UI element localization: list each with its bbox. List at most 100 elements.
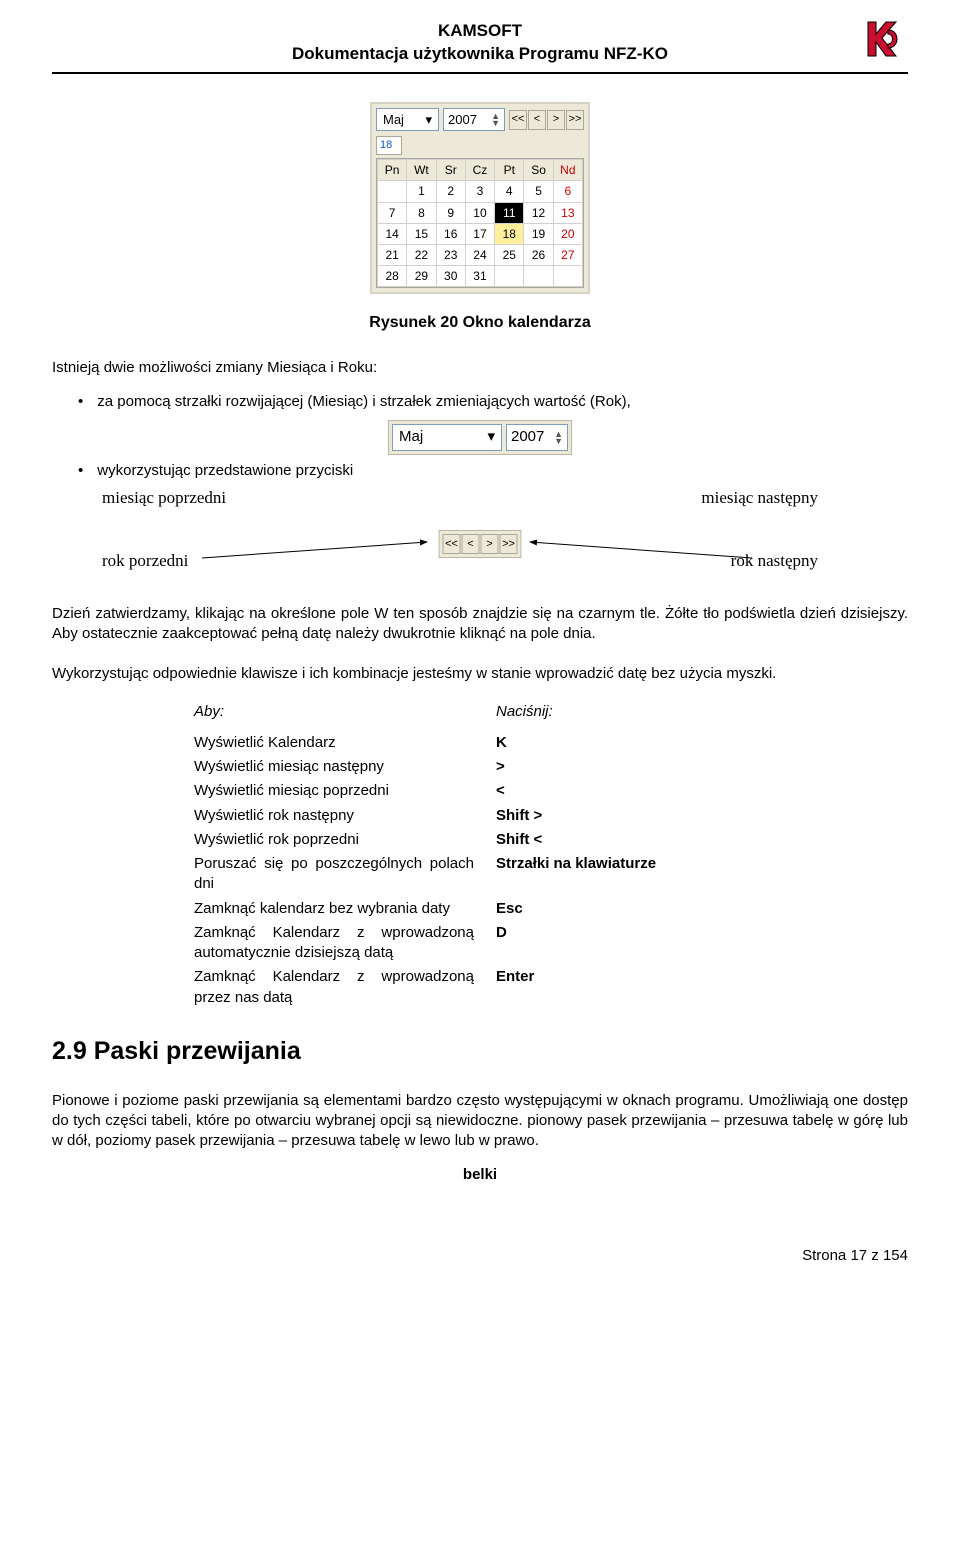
calendar-day-cell[interactable]: 23 — [436, 245, 465, 266]
kb-action: Zamknąć Kalendarz z wprowadzoną przez na… — [194, 966, 494, 1009]
bullet-1-text: za pomocą strzałki rozwijającej (Miesiąc… — [97, 392, 630, 412]
calendar-day-cell[interactable]: 24 — [465, 245, 494, 266]
kamsoft-logo-icon — [862, 16, 908, 62]
nav-buttons: << < > >> — [509, 110, 584, 130]
kb-key: D — [496, 922, 656, 965]
bullet-2: • wykorzystując przedstawione przyciski — [78, 461, 908, 481]
calendar-day-cell[interactable]: 9 — [436, 202, 465, 223]
calendar-top-row: Maj ▾ 2007 ▲▼ << < > >> — [376, 108, 584, 132]
bullet-1: • za pomocą strzałki rozwijającej (Miesi… — [78, 392, 908, 412]
inline-year-spinner[interactable]: 2007 ▲▼ — [506, 424, 568, 450]
calendar-day-cell[interactable]: 10 — [465, 202, 494, 223]
year-value: 2007 — [448, 111, 477, 129]
month-dropdown[interactable]: Maj ▾ — [376, 108, 439, 132]
calendar-day-cell[interactable]: 2 — [436, 181, 465, 202]
calendar-day-cell[interactable]: 16 — [436, 223, 465, 244]
calendar-day-cell — [378, 181, 407, 202]
month-value: Maj — [383, 111, 404, 129]
kb-header-aby: Aby: — [194, 701, 494, 730]
calendar-grid: PnWtSrCzPtSoNd 1234567891011121314151617… — [376, 158, 584, 288]
header-text: KAMSOFT Dokumentacja użytkownika Program… — [292, 20, 668, 66]
calendar-day-cell[interactable]: 31 — [465, 266, 494, 287]
calendar-day-cell[interactable]: 15 — [407, 223, 436, 244]
chevron-down-icon: ▾ — [487, 427, 495, 447]
calendar-day-cell[interactable]: 6 — [553, 181, 582, 202]
calendar-day-cell[interactable]: 12 — [524, 202, 553, 223]
calendar-day-cell[interactable]: 8 — [407, 202, 436, 223]
spinner-icon: ▲▼ — [554, 431, 563, 445]
calendar-day-cell[interactable]: 17 — [465, 223, 494, 244]
paragraph-1: Dzień zatwierdzamy, klikając na określon… — [52, 604, 908, 645]
bullet-dot-icon: • — [78, 461, 83, 481]
calendar-day-cell[interactable]: 5 — [524, 181, 553, 202]
calendar-day-cell[interactable]: 1 — [407, 181, 436, 202]
prev-year-button[interactable]: << — [509, 110, 527, 130]
weekday-header: Pn — [378, 160, 407, 181]
kb-action: Wyświetlić miesiąc następny — [194, 756, 494, 778]
day-indicator: 18 — [376, 136, 402, 155]
paragraph-2: Wykorzystując odpowiednie klawisze i ich… — [52, 664, 908, 684]
year-spinner[interactable]: 2007 ▲▼ — [443, 108, 505, 132]
diagram-prev-year-button[interactable]: << — [443, 534, 461, 554]
calendar-day-cell[interactable]: 18 — [495, 223, 524, 244]
kb-key: Enter — [496, 966, 656, 1009]
calendar-day-cell[interactable]: 11 — [495, 202, 524, 223]
next-month-button[interactable]: > — [547, 110, 565, 130]
weekday-header: Nd — [553, 160, 582, 181]
calendar-day-cell[interactable]: 19 — [524, 223, 553, 244]
header-line2: Dokumentacja użytkownika Programu NFZ-KO — [292, 43, 668, 66]
calendar-day-cell[interactable]: 26 — [524, 245, 553, 266]
section-title: 2.9 Paski przewijania — [52, 1035, 908, 1069]
calendar-day-cell[interactable]: 3 — [465, 181, 494, 202]
weekday-header: So — [524, 160, 553, 181]
kb-key: Esc — [496, 898, 656, 920]
calendar-day-cell — [495, 266, 524, 287]
kb-action: Wyświetlić miesiąc poprzedni — [194, 780, 494, 802]
calendar-day-cell[interactable]: 14 — [378, 223, 407, 244]
month-labels-row: miesiąc poprzedni miesiąc następny — [52, 487, 908, 510]
calendar-day-cell[interactable]: 30 — [436, 266, 465, 287]
calendar-widget: Maj ▾ 2007 ▲▼ << < > >> 18 PnWtSrCzPtSoN… — [370, 102, 590, 295]
bullet-dot-icon: • — [78, 392, 83, 412]
label-miesiac-poprzedni: miesiąc poprzedni — [102, 487, 226, 510]
calendar-day-cell[interactable]: 28 — [378, 266, 407, 287]
calendar-day-cell[interactable]: 21 — [378, 245, 407, 266]
keyboard-shortcuts-table: Aby: Naciśnij: Wyświetlić KalendarzKWyśw… — [192, 699, 658, 1011]
calendar-day-cell[interactable]: 29 — [407, 266, 436, 287]
weekday-header: Wt — [407, 160, 436, 181]
next-year-button[interactable]: >> — [566, 110, 584, 130]
prev-month-button[interactable]: < — [528, 110, 546, 130]
page-header: KAMSOFT Dokumentacja użytkownika Program… — [52, 20, 908, 74]
kb-key: Strzałki na klawiaturze — [496, 853, 656, 896]
kb-key: Shift < — [496, 829, 656, 851]
calendar-day-cell — [553, 266, 582, 287]
kb-action: Wyświetlić rok następny — [194, 805, 494, 827]
kb-action: Poruszać się po poszczególnych polach dn… — [194, 853, 494, 896]
calendar-day-cell[interactable]: 7 — [378, 202, 407, 223]
calendar-day-cell[interactable]: 20 — [553, 223, 582, 244]
calendar-day-cell[interactable]: 13 — [553, 202, 582, 223]
weekday-header: Pt — [495, 160, 524, 181]
diagram-prev-month-button[interactable]: < — [462, 534, 480, 554]
month-year-inline: Maj ▾ 2007 ▲▼ — [52, 420, 908, 454]
header-line1: KAMSOFT — [292, 20, 668, 43]
kb-key: > — [496, 756, 656, 778]
kb-key: Shift > — [496, 805, 656, 827]
calendar-day-cell[interactable]: 22 — [407, 245, 436, 266]
inline-month-value: Maj — [399, 427, 423, 447]
diagram-next-month-button[interactable]: > — [481, 534, 499, 554]
chevron-down-icon: ▾ — [425, 111, 432, 129]
diagram-next-year-button[interactable]: >> — [500, 534, 518, 554]
calendar-day-cell[interactable]: 27 — [553, 245, 582, 266]
calendar-day-cell — [524, 266, 553, 287]
kb-key: K — [496, 732, 656, 754]
label-miesiac-nastepny: miesiąc następny — [701, 487, 818, 510]
spinner-icon: ▲▼ — [491, 113, 500, 127]
kb-action: Wyświetlić Kalendarz — [194, 732, 494, 754]
figure-caption: Rysunek 20 Okno kalendarza — [52, 312, 908, 334]
calendar-day-cell[interactable]: 4 — [495, 181, 524, 202]
bullet-2-text: wykorzystując przedstawione przyciski — [97, 461, 353, 481]
kb-key: < — [496, 780, 656, 802]
inline-month-dropdown[interactable]: Maj ▾ — [392, 424, 502, 450]
calendar-day-cell[interactable]: 25 — [495, 245, 524, 266]
